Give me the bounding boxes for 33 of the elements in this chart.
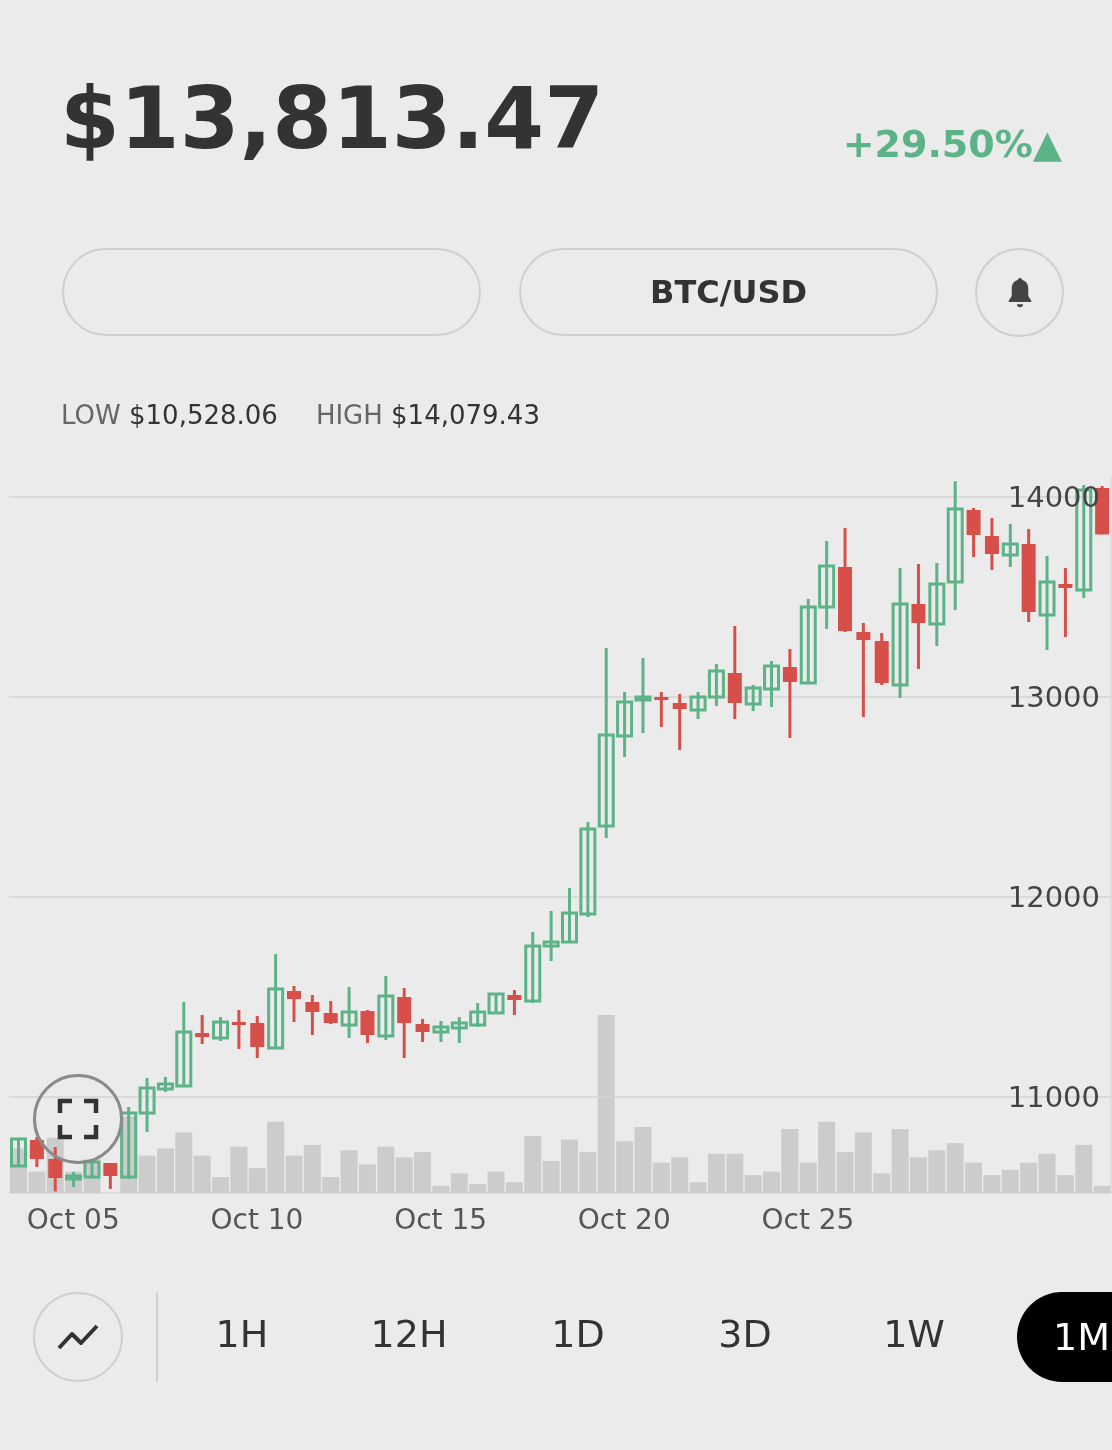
text: HIGH xyxy=(315,400,383,430)
text: $10,528.06 xyxy=(129,400,278,430)
text: 1M xyxy=(1017,1292,1112,1382)
text: 12H xyxy=(369,1312,449,1356)
candlestick xyxy=(891,568,909,698)
y-tick-label: 11000 xyxy=(1007,1080,1100,1115)
candlestick xyxy=(928,563,946,646)
candlestick xyxy=(340,987,358,1038)
candlestick xyxy=(487,992,505,1015)
x-tick-label: Oct 05 xyxy=(26,1202,120,1236)
candlestick xyxy=(946,481,964,610)
text: $14,079.43 xyxy=(391,400,540,430)
candlestick xyxy=(212,1017,230,1041)
text: +29.50%▲ xyxy=(842,122,1062,166)
candlestick xyxy=(1038,556,1056,650)
y-tick-label: 13000 xyxy=(1007,680,1100,715)
text: LOW xyxy=(61,400,121,430)
x-tick-label: Oct 15 xyxy=(394,1202,488,1236)
chart-title: $13,813.47 xyxy=(60,68,605,168)
text: 1D xyxy=(550,1312,606,1356)
y-tick-label: 12000 xyxy=(1007,880,1100,915)
candlestick xyxy=(267,954,285,1050)
text: 1H xyxy=(214,1312,270,1356)
candlestick xyxy=(377,976,395,1040)
candlestick xyxy=(1001,524,1019,567)
x-tick-label: Oct 20 xyxy=(577,1202,671,1236)
text: BTC/USD xyxy=(519,248,938,336)
x-tick-label: Oct 25 xyxy=(761,1202,855,1236)
candlestick xyxy=(524,932,542,1003)
text: 1W xyxy=(882,1312,946,1356)
candlestick xyxy=(432,1021,450,1042)
x-tick-label: Oct 10 xyxy=(210,1202,304,1236)
text: 3D xyxy=(717,1312,773,1356)
